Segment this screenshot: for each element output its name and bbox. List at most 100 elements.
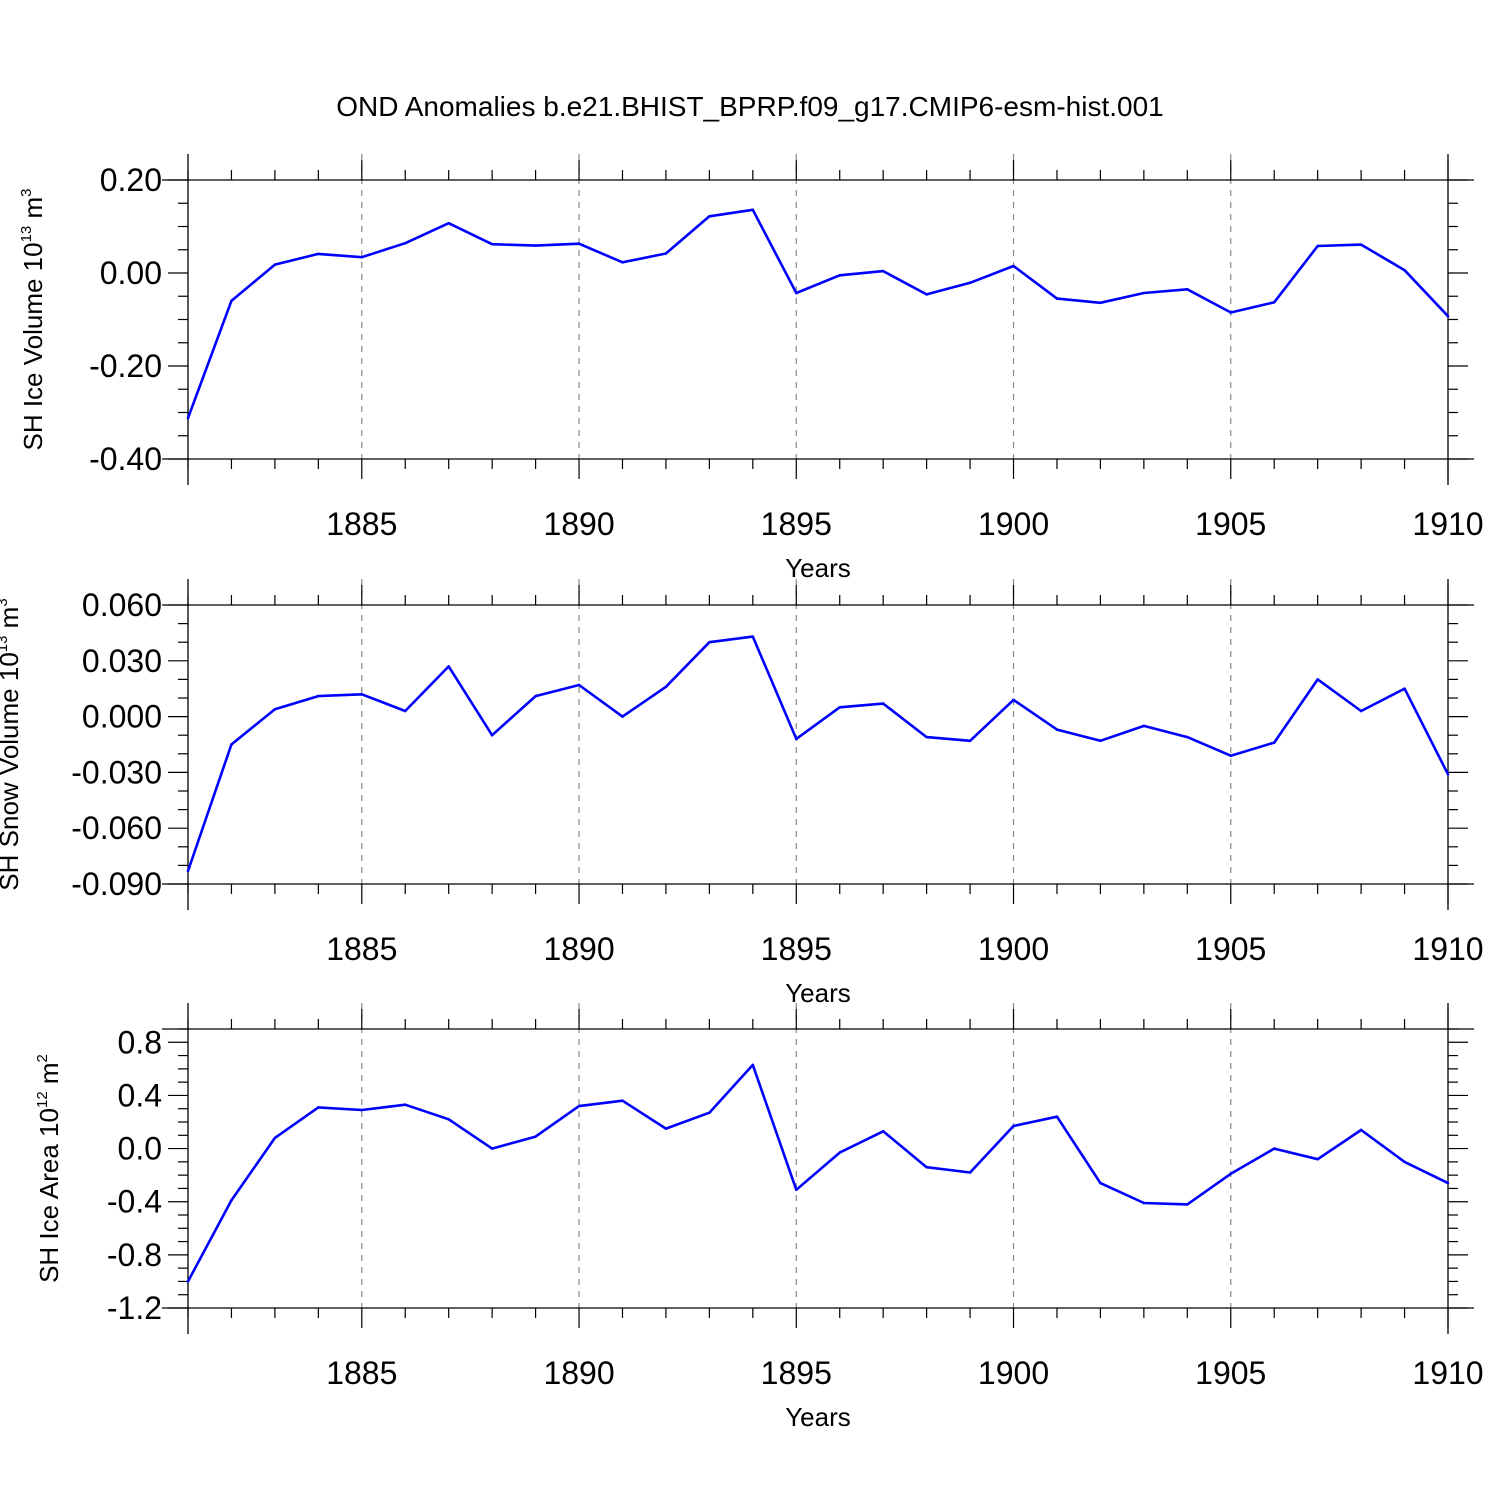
- data-point: [403, 241, 407, 245]
- data-point: [881, 269, 885, 273]
- y-tick-label: 0.000: [82, 699, 162, 735]
- y-tick-label: -0.8: [107, 1237, 162, 1273]
- data-point: [1316, 244, 1319, 248]
- data-point: [664, 685, 668, 689]
- ice-area-panel: 1885 1890 1895 1900 1905 1910 -1.2 -0.8 -0.4 0.0 0…: [34, 1003, 1484, 1432]
- data-point: [447, 221, 450, 225]
- y-axis-label: SH Ice Area 1012 m2: [34, 1054, 64, 1283]
- x-tick-label: 1910: [1412, 1355, 1483, 1391]
- y-axis-label: SH Snow Volume 1013 m3: [0, 598, 24, 890]
- data-point: [1055, 297, 1059, 300]
- data-point: [577, 1104, 581, 1108]
- x-axis-label: Years: [785, 978, 851, 1008]
- data-point: [968, 739, 972, 743]
- data-point: [1272, 1147, 1276, 1150]
- data-point: [230, 299, 233, 303]
- data-point: [664, 1127, 668, 1130]
- x-tick-label: 1890: [543, 1355, 614, 1391]
- y-axis-label: SH Ice Volume 1013 m3: [18, 188, 48, 450]
- y-tick-label: 0.4: [118, 1077, 162, 1113]
- data-point: [403, 1103, 407, 1107]
- data-point: [1186, 1203, 1189, 1206]
- data-point: [881, 702, 885, 705]
- y-tick-label: -0.40: [89, 441, 162, 477]
- data-point: [317, 252, 320, 256]
- y-tick-label: 0.00: [100, 255, 162, 291]
- data-point: [794, 737, 798, 741]
- x-tick-label: 1885: [326, 506, 397, 542]
- y-tick-label: -0.060: [71, 810, 162, 846]
- data-point: [230, 743, 233, 746]
- data-point: [1446, 314, 1450, 318]
- data-point: [838, 274, 842, 277]
- data-point: [186, 869, 190, 873]
- data-point: [1142, 291, 1146, 295]
- data-point: [273, 1136, 277, 1140]
- x-axis-label: Years: [785, 1402, 851, 1432]
- y-tick-label: 0.060: [82, 587, 162, 623]
- data-point: [360, 1108, 364, 1112]
- x-tick-label: 1900: [978, 506, 1049, 542]
- y-tick-label: 0.030: [82, 643, 162, 679]
- data-point: [273, 263, 277, 266]
- y-tick-label: 0.20: [100, 162, 162, 198]
- data-point: [1316, 678, 1319, 681]
- data-point: [1359, 709, 1363, 713]
- data-point: [1403, 687, 1406, 690]
- data-point: [1446, 772, 1450, 776]
- data-point: [1099, 301, 1102, 305]
- data-point: [1446, 1181, 1450, 1185]
- data-point: [1099, 739, 1102, 743]
- data-point: [664, 252, 668, 255]
- data-point: [1359, 243, 1363, 246]
- data-point: [925, 735, 928, 739]
- x-tick-label: 1905: [1195, 1355, 1266, 1391]
- data-point: [534, 694, 537, 698]
- data-point: [708, 1111, 711, 1114]
- x-tick-label: 1905: [1195, 931, 1266, 967]
- x-tick-label: 1900: [978, 931, 1049, 967]
- data-point: [490, 1147, 494, 1150]
- figure-title: OND Anomalies b.e21.BHIST_BPRP.f09_g17.C…: [336, 91, 1163, 122]
- y-tick-label: -0.20: [89, 348, 162, 384]
- data-point: [1359, 1128, 1363, 1132]
- data-point: [1229, 311, 1233, 314]
- data-point: [534, 1135, 537, 1138]
- data-point: [838, 706, 842, 709]
- y-tick-label: -1.2: [107, 1290, 162, 1326]
- data-point: [1055, 1115, 1059, 1118]
- data-point: [1186, 735, 1189, 739]
- x-axis-label: Years: [785, 553, 851, 583]
- data-point: [1142, 724, 1146, 728]
- data-point: [447, 665, 450, 668]
- data-point: [1403, 268, 1406, 272]
- data-point: [1272, 741, 1276, 744]
- data-point: [968, 1171, 972, 1174]
- x-tick-label: 1905: [1195, 506, 1266, 542]
- data-point: [360, 692, 364, 696]
- data-point: [925, 293, 928, 296]
- ice-volume-panel: 1885 1890 1895 1900 1905 1910 -0.40 -0.20 0.00 0.…: [18, 154, 1484, 583]
- data-point: [708, 640, 711, 644]
- y-tick-label: 0.0: [118, 1131, 162, 1167]
- data-point: [186, 416, 190, 420]
- snow-volume-panel: 1885 1890 1895 1900 1905 1910 -0.090 -0.060 -0.0…: [0, 579, 1484, 1008]
- data-point: [273, 707, 277, 711]
- data-point: [621, 261, 624, 264]
- y-tick-label: -0.030: [71, 754, 162, 790]
- data-point: [1272, 300, 1276, 304]
- x-tick-label: 1885: [326, 931, 397, 967]
- data-point: [838, 1151, 842, 1154]
- data-point: [751, 635, 755, 638]
- data-point: [490, 242, 494, 246]
- data-point: [186, 1280, 190, 1283]
- x-tick-label: 1895: [761, 931, 832, 967]
- data-point: [403, 709, 407, 713]
- data-point: [1055, 728, 1059, 731]
- data-point: [968, 281, 972, 285]
- data-point: [1229, 1172, 1233, 1176]
- data-point: [1099, 1181, 1102, 1185]
- x-tick-label: 1890: [543, 506, 614, 542]
- x-tick-label: 1900: [978, 1355, 1049, 1391]
